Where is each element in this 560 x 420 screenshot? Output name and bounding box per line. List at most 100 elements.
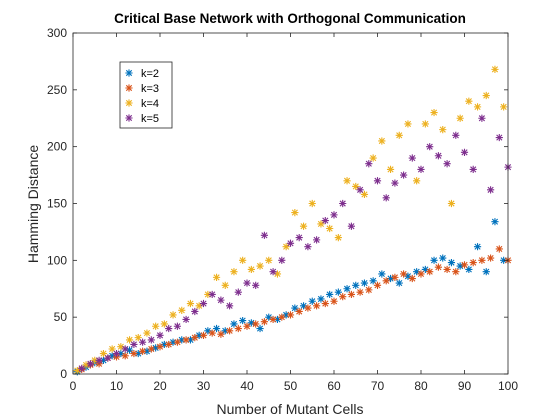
data-point [439,254,447,262]
data-point [256,262,264,270]
data-point [386,165,395,173]
data-point [186,299,195,308]
data-point [269,315,277,324]
series-k-5 [78,114,512,372]
x-tick-label: 60 [327,379,341,393]
data-point [343,285,351,293]
data-point [487,186,495,194]
data-point [495,245,503,253]
data-point [413,177,421,185]
data-point [221,281,229,289]
data-point [117,343,125,351]
data-point [191,334,199,342]
data-point [243,279,251,287]
data-point [130,340,138,349]
data-point [365,160,373,168]
legend-marker [125,99,133,107]
data-point [169,338,177,346]
data-point [234,288,242,296]
data-point [243,322,251,330]
data-point [313,236,321,244]
data-point [378,270,386,278]
data-point [330,297,338,305]
data-point [186,336,195,344]
data-point [356,186,364,194]
legend-entry: k=3 [141,83,159,95]
data-point [165,340,173,349]
x-tick-label: 80 [414,379,428,393]
data-point [265,313,273,321]
data-point [456,114,464,122]
data-point [321,216,329,225]
y-axis-label: Hamming Distance [25,145,41,263]
x-tick-label: 100 [498,379,518,393]
data-point [199,299,208,308]
data-point [447,199,456,208]
data-point [373,281,382,289]
data-point [495,133,503,142]
data-point [286,311,295,319]
x-tick-label: 10 [110,379,124,393]
data-point [491,218,499,226]
legend-entry: k=2 [141,68,159,80]
data-point [156,343,164,351]
data-point [369,154,377,162]
data-point [339,199,347,208]
legend-marker [125,69,133,77]
legend-entry: k=4 [141,98,159,110]
data-point [299,222,308,230]
data-point [252,281,260,289]
data-point [465,97,473,105]
data-point [239,256,247,264]
data-point [125,346,134,354]
data-point [134,349,142,358]
data-point [482,91,490,100]
data-point [304,304,312,312]
data-point [104,354,112,362]
data-point [130,349,138,358]
data-point [326,224,334,233]
data-point [91,356,99,364]
data-point [160,340,168,349]
data-point [469,259,477,267]
data-point [230,268,238,276]
data-point [147,345,155,353]
data-point [365,286,373,294]
data-point [247,319,255,327]
data-point [282,311,290,319]
data-point [460,261,469,269]
data-point [252,320,260,328]
data-point [165,324,173,333]
data-point [360,279,369,287]
data-point [395,279,403,287]
data-point [469,165,477,173]
data-point [308,199,316,208]
data-point [86,360,94,368]
x-axis-label: Number of Mutant Cells [216,401,363,417]
data-point [273,270,282,278]
x-tick-label: 50 [284,379,298,393]
data-point [234,324,242,333]
data-point [460,148,469,156]
data-point [386,274,395,283]
data-point [82,361,90,369]
data-point [421,265,429,274]
data-point [360,190,369,199]
series-k-4 [73,65,508,375]
data-point [465,265,473,274]
data-point [269,268,277,276]
data-point [291,304,299,312]
data-point [121,345,129,353]
data-point [482,268,490,276]
data-point [217,330,225,338]
data-points [73,65,512,376]
data-point [452,131,460,139]
data-point [226,327,234,335]
data-point [400,270,408,278]
data-point [147,336,155,344]
data-point [278,313,286,321]
chart-title: Critical Base Network with Orthogonal Co… [114,11,466,26]
data-point [286,239,295,247]
legend-marker [125,114,133,122]
x-tick-label: 20 [153,379,167,393]
